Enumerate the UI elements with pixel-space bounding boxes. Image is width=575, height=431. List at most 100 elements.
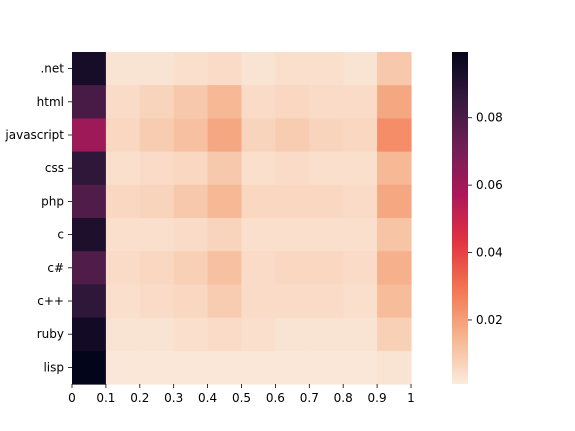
heatmap-cell (173, 317, 209, 352)
heatmap-cell (343, 184, 378, 219)
heatmap-cell (241, 317, 276, 352)
heatmap-cell (72, 218, 107, 252)
x-tick-label: 0.9 (368, 391, 387, 405)
heatmap-cell (105, 251, 141, 285)
heatmap-cell (241, 350, 276, 385)
heatmap-cell (275, 317, 310, 352)
heatmap-cell (343, 52, 378, 86)
heatmap-cell (139, 52, 175, 86)
heatmap-cell (207, 284, 243, 319)
x-tick-label: 0.2 (130, 391, 149, 405)
heatmap-cell (105, 184, 141, 219)
heatmap-cell (173, 350, 209, 385)
x-tick-label: 0.3 (164, 391, 183, 405)
heatmap-cell (241, 85, 276, 119)
heatmap-cell (139, 118, 175, 153)
y-tick-label: c++ (37, 294, 64, 308)
heatmap-cell (173, 218, 209, 252)
heatmap-cell (105, 350, 141, 385)
heatmap-cell (173, 52, 209, 86)
heatmap-cell (72, 284, 107, 319)
heatmap-cell (275, 284, 310, 319)
heatmap-cell (173, 151, 209, 186)
heatmap-cell (207, 85, 243, 119)
heatmap-cell (309, 251, 344, 285)
heatmap-cell (105, 317, 141, 352)
heatmap-cell (139, 350, 175, 385)
heatmap-cell (377, 284, 412, 319)
heatmap-cell (343, 85, 378, 119)
x-tick-label: 0.5 (232, 391, 251, 405)
heatmap-cell (105, 218, 141, 252)
heatmap-cell (207, 151, 243, 186)
x-tick-label: 0.6 (266, 391, 285, 405)
heatmap-cell (309, 85, 344, 119)
colorbar (452, 52, 468, 384)
heatmap-cell (72, 118, 107, 153)
heatmap-cell (105, 151, 141, 186)
heatmap-cell (309, 52, 344, 86)
heatmap-cell (377, 317, 412, 352)
heatmap-cell (173, 251, 209, 285)
heatmap-cell (275, 184, 310, 219)
heatmap-cell (105, 52, 141, 86)
x-axis: 0 0.1 0.2 0.3 0.4 0.5 0.6 0.7 0.8 0.9 1 (68, 384, 415, 405)
x-tick-label: 1 (407, 391, 415, 405)
heatmap-cell (207, 251, 243, 285)
heatmap-cell (343, 218, 378, 252)
heatmap-cell (139, 184, 175, 219)
heatmap-cells (72, 52, 412, 385)
heatmap-cell (139, 85, 175, 119)
heatmap-cell (139, 151, 175, 186)
heatmap-cell (377, 350, 412, 385)
heatmap-cell (275, 52, 310, 86)
heatmap-cell (139, 251, 175, 285)
colorbar-axis: 0.02 0.04 0.06 0.08 (468, 111, 503, 327)
heatmap-cell (173, 85, 209, 119)
heatmap-cell (275, 350, 310, 385)
y-tick-label: ruby (37, 327, 64, 341)
colorbar-tick-label: 0.04 (476, 246, 503, 260)
heatmap-cell (275, 151, 310, 186)
heatmap-cell (309, 218, 344, 252)
heatmap-cell (72, 184, 107, 219)
heatmap-cell (377, 251, 412, 285)
heatmap-cell (377, 52, 412, 86)
y-axis: .net html javascript css php c c# c++ ruby lisp (4, 62, 72, 374)
heatmap-cell (343, 251, 378, 285)
heatmap-cell (275, 218, 310, 252)
x-tick-label: 0.1 (96, 391, 115, 405)
heatmap-cell (105, 118, 141, 153)
heatmap-cell (173, 284, 209, 319)
heatmap-cell (241, 118, 276, 153)
heatmap-cell (207, 317, 243, 352)
heatmap-cell (275, 85, 310, 119)
heatmap-cell (377, 218, 412, 252)
heatmap-cell (72, 151, 107, 186)
heatmap-cell (309, 350, 344, 385)
heatmap-cell (241, 151, 276, 186)
heatmap-cell (72, 317, 107, 352)
heatmap-cell (207, 52, 243, 86)
heatmap-cell (207, 118, 243, 153)
heatmap-cell (377, 85, 412, 119)
y-tick-label: lisp (43, 360, 64, 374)
heatmap-cell (343, 317, 378, 352)
heatmap-cell (72, 85, 107, 119)
heatmap-cell (105, 284, 141, 319)
heatmap-cell (309, 118, 344, 153)
heatmap-cell (309, 151, 344, 186)
heatmap-cell (343, 118, 378, 153)
heatmap-cell (173, 184, 209, 219)
colorbar-tick-label: 0.08 (476, 111, 503, 125)
heatmap-cell (207, 350, 243, 385)
x-tick-label: 0.4 (198, 391, 217, 405)
heatmap-cell (309, 184, 344, 219)
heatmap-cell (139, 218, 175, 252)
heatmap-cell (173, 118, 209, 153)
heatmap-cell (139, 284, 175, 319)
heatmap-cell (377, 118, 412, 153)
heatmap-cell (72, 251, 107, 285)
y-tick-label: c# (47, 261, 64, 275)
